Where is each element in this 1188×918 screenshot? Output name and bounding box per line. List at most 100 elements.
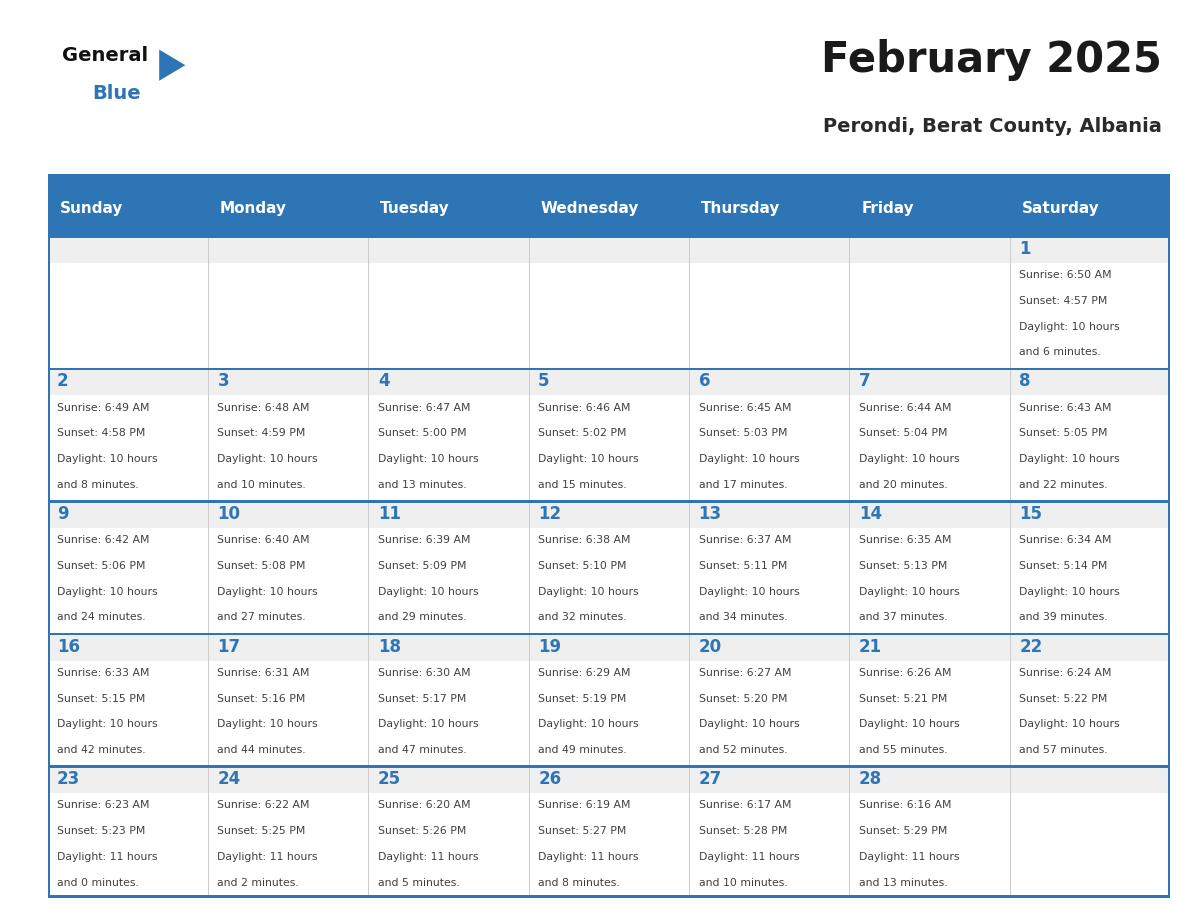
Bar [208, 235, 368, 263]
Text: Daylight: 10 hours: Daylight: 10 hours [217, 587, 318, 597]
Text: 2: 2 [57, 373, 69, 390]
Bar [208, 500, 368, 633]
Text: 6: 6 [699, 373, 710, 390]
Bar [529, 633, 689, 766]
Text: Sunset: 4:57 PM: Sunset: 4:57 PM [1019, 296, 1107, 306]
Bar [48, 500, 208, 528]
Text: Daylight: 10 hours: Daylight: 10 hours [538, 454, 639, 465]
Text: and 47 minutes.: and 47 minutes. [378, 745, 467, 755]
Text: Sunset: 5:04 PM: Sunset: 5:04 PM [859, 429, 947, 439]
Text: Daylight: 10 hours: Daylight: 10 hours [538, 587, 639, 597]
Bar [689, 766, 849, 898]
Bar [849, 766, 1010, 898]
Text: Thursday: Thursday [701, 201, 781, 216]
Text: and 32 minutes.: and 32 minutes. [538, 612, 627, 622]
Bar [849, 500, 1010, 633]
Text: Sunset: 5:13 PM: Sunset: 5:13 PM [859, 561, 947, 571]
Text: Sunset: 5:25 PM: Sunset: 5:25 PM [217, 826, 305, 836]
Text: Sunrise: 6:44 AM: Sunrise: 6:44 AM [859, 403, 952, 413]
Text: Sunset: 5:16 PM: Sunset: 5:16 PM [217, 694, 305, 703]
Text: 18: 18 [378, 638, 400, 655]
Text: Daylight: 10 hours: Daylight: 10 hours [1019, 720, 1120, 729]
Bar [1010, 500, 1170, 633]
Text: Sunrise: 6:31 AM: Sunrise: 6:31 AM [217, 668, 310, 677]
Bar [689, 235, 849, 367]
Text: and 20 minutes.: and 20 minutes. [859, 480, 948, 490]
Text: Sunset: 5:19 PM: Sunset: 5:19 PM [538, 694, 626, 703]
Bar [48, 235, 1170, 238]
Text: Daylight: 10 hours: Daylight: 10 hours [378, 720, 479, 729]
Bar [689, 633, 849, 661]
Bar [48, 500, 208, 633]
Bar [849, 633, 1010, 766]
Bar [368, 367, 529, 500]
Text: Sunset: 5:27 PM: Sunset: 5:27 PM [538, 826, 626, 836]
Text: Daylight: 11 hours: Daylight: 11 hours [378, 852, 479, 862]
Text: Blue: Blue [93, 84, 141, 104]
Bar [368, 633, 529, 766]
Text: 26: 26 [538, 770, 561, 789]
Text: and 15 minutes.: and 15 minutes. [538, 480, 627, 490]
Bar [1010, 766, 1170, 793]
Text: Sunset: 5:17 PM: Sunset: 5:17 PM [378, 694, 466, 703]
Bar [849, 367, 1010, 500]
Polygon shape [159, 50, 185, 81]
Bar [529, 367, 689, 396]
Text: and 49 minutes.: and 49 minutes. [538, 745, 627, 755]
Text: Daylight: 10 hours: Daylight: 10 hours [859, 587, 960, 597]
Text: 27: 27 [699, 770, 722, 789]
Text: Sunset: 5:22 PM: Sunset: 5:22 PM [1019, 694, 1107, 703]
Bar [849, 500, 1010, 528]
Bar [48, 174, 1170, 182]
Text: February 2025: February 2025 [821, 39, 1162, 81]
Text: Sunset: 5:23 PM: Sunset: 5:23 PM [57, 826, 145, 836]
Bar [1010, 633, 1170, 766]
Text: Sunset: 5:11 PM: Sunset: 5:11 PM [699, 561, 786, 571]
Text: Friday: Friday [861, 201, 914, 216]
Bar [849, 235, 1010, 367]
Text: Sunrise: 6:37 AM: Sunrise: 6:37 AM [699, 535, 791, 545]
Text: and 6 minutes.: and 6 minutes. [1019, 347, 1101, 357]
Bar [48, 500, 1170, 503]
Text: Sunrise: 6:49 AM: Sunrise: 6:49 AM [57, 403, 150, 413]
Text: Daylight: 11 hours: Daylight: 11 hours [538, 852, 639, 862]
Text: Sunday: Sunday [59, 201, 122, 216]
Text: and 27 minutes.: and 27 minutes. [217, 612, 307, 622]
Bar [48, 367, 208, 396]
Text: Daylight: 10 hours: Daylight: 10 hours [57, 454, 158, 465]
Text: and 8 minutes.: and 8 minutes. [538, 878, 620, 888]
Text: Sunrise: 6:39 AM: Sunrise: 6:39 AM [378, 535, 470, 545]
Bar [1010, 500, 1170, 528]
Bar [1010, 367, 1170, 396]
Text: Sunrise: 6:34 AM: Sunrise: 6:34 AM [1019, 535, 1112, 545]
Bar [849, 235, 1010, 263]
Text: Sunrise: 6:40 AM: Sunrise: 6:40 AM [217, 535, 310, 545]
Bar [1010, 235, 1170, 367]
Bar [48, 633, 208, 766]
Text: Sunset: 5:00 PM: Sunset: 5:00 PM [378, 429, 467, 439]
Text: and 22 minutes.: and 22 minutes. [1019, 480, 1108, 490]
Text: 13: 13 [699, 505, 721, 523]
Text: Daylight: 10 hours: Daylight: 10 hours [1019, 321, 1120, 331]
Bar [208, 766, 368, 898]
Text: and 10 minutes.: and 10 minutes. [217, 480, 307, 490]
Bar [208, 500, 368, 528]
Text: 1: 1 [1019, 240, 1031, 258]
Text: Sunrise: 6:42 AM: Sunrise: 6:42 AM [57, 535, 150, 545]
Text: Sunset: 5:28 PM: Sunset: 5:28 PM [699, 826, 786, 836]
Bar [368, 500, 529, 528]
Text: and 5 minutes.: and 5 minutes. [378, 878, 460, 888]
Text: Sunrise: 6:33 AM: Sunrise: 6:33 AM [57, 668, 150, 677]
Text: 28: 28 [859, 770, 881, 789]
Text: Sunset: 5:03 PM: Sunset: 5:03 PM [699, 429, 786, 439]
Bar [208, 367, 368, 396]
Text: and 42 minutes.: and 42 minutes. [57, 745, 146, 755]
Bar [689, 235, 849, 263]
Text: Daylight: 10 hours: Daylight: 10 hours [57, 720, 158, 729]
Bar [689, 367, 849, 396]
Text: Sunrise: 6:50 AM: Sunrise: 6:50 AM [1019, 270, 1112, 280]
Bar [529, 766, 689, 898]
Text: Sunrise: 6:20 AM: Sunrise: 6:20 AM [378, 800, 470, 811]
Text: and 0 minutes.: and 0 minutes. [57, 878, 139, 888]
Text: and 57 minutes.: and 57 minutes. [1019, 745, 1108, 755]
